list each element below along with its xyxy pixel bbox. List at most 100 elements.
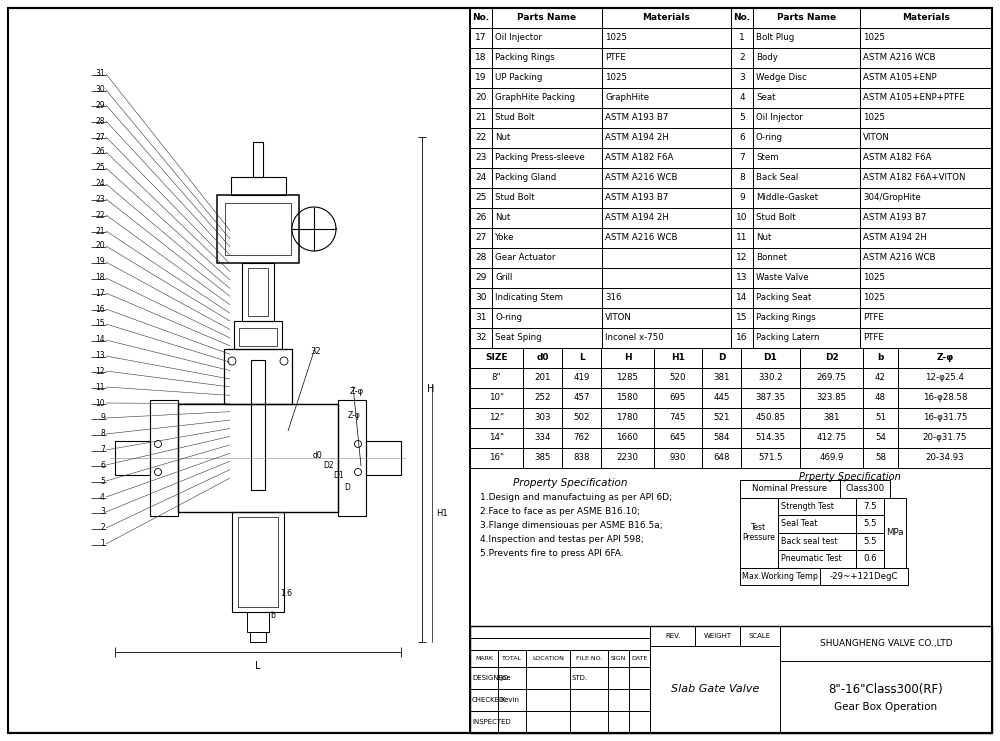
Bar [856, 533, 884, 550]
Bar [731, 328, 753, 348]
Text: ASTM A216 WCB: ASTM A216 WCB [863, 53, 936, 62]
Text: 303: 303 [534, 413, 551, 422]
Text: 29: 29 [475, 273, 487, 282]
Bar [523, 428, 562, 448]
Text: 54: 54 [875, 433, 886, 442]
Bar [731, 68, 753, 88]
Bar [492, 288, 602, 308]
Text: 1025: 1025 [605, 33, 627, 42]
Text: 48: 48 [875, 393, 886, 402]
Text: 316: 316 [605, 293, 622, 302]
Bar [654, 368, 702, 388]
Bar [702, 368, 741, 388]
Text: ASTM A194 2H: ASTM A194 2H [605, 133, 669, 142]
Bar [731, 168, 753, 188]
Text: 18: 18 [96, 273, 105, 282]
Bar [602, 48, 731, 68]
Text: 1025: 1025 [863, 33, 885, 42]
Text: 27: 27 [95, 133, 105, 142]
Bar [856, 550, 884, 568]
Bar [470, 348, 523, 368]
Bar [654, 408, 702, 428]
Bar [860, 208, 992, 228]
Bar [602, 28, 731, 48]
Text: 20-φ31.75: 20-φ31.75 [923, 433, 967, 442]
Bar [740, 480, 890, 497]
Bar [860, 8, 992, 28]
Bar [470, 168, 492, 188]
Text: 12: 12 [736, 253, 748, 262]
Bar [492, 68, 602, 88]
Bar [562, 388, 601, 408]
Bar [602, 128, 731, 148]
Text: VITON: VITON [605, 313, 632, 322]
Bar [753, 48, 860, 68]
Text: 14: 14 [95, 336, 105, 345]
Text: Test
Pressure: Test Pressure [743, 523, 775, 542]
Bar [562, 428, 601, 448]
Text: Seat Sping: Seat Sping [495, 333, 542, 342]
Text: 412.75: 412.75 [816, 433, 847, 442]
Bar [238, 517, 278, 607]
Text: 24: 24 [475, 173, 487, 182]
Bar [523, 368, 562, 388]
Text: 27: 27 [475, 233, 487, 242]
Text: O-ring: O-ring [756, 133, 783, 142]
Bar [753, 128, 860, 148]
Text: 31: 31 [95, 70, 105, 79]
Text: 520: 520 [670, 373, 686, 382]
Bar [740, 497, 778, 568]
Text: Property Specification: Property Specification [513, 478, 627, 488]
Bar [470, 626, 992, 733]
Bar [778, 497, 856, 515]
Text: Materials: Materials [643, 13, 690, 22]
Text: Stud Bolt: Stud Bolt [495, 193, 535, 202]
Text: 645: 645 [670, 433, 686, 442]
Bar [860, 128, 992, 148]
Bar [602, 8, 731, 28]
Text: 24: 24 [95, 179, 105, 188]
Text: ASTM A105+ENP+PTFE: ASTM A105+ENP+PTFE [863, 93, 965, 102]
Text: 8: 8 [100, 430, 105, 439]
Text: 14": 14" [489, 433, 504, 442]
Text: ASTM A194 2H: ASTM A194 2H [863, 233, 927, 242]
Bar [860, 328, 992, 348]
Text: 3: 3 [739, 73, 745, 82]
Bar [115, 441, 150, 475]
Text: ASTM A182 F6A+VITON: ASTM A182 F6A+VITON [863, 173, 966, 182]
Bar [898, 448, 992, 468]
Bar [217, 195, 299, 263]
Bar [602, 248, 731, 268]
Text: Nut: Nut [495, 213, 510, 222]
Bar [492, 208, 602, 228]
Text: ASTM A193 B7: ASTM A193 B7 [863, 213, 926, 222]
Bar [731, 128, 753, 148]
Text: 695: 695 [670, 393, 686, 402]
Bar [492, 228, 602, 248]
Text: 201: 201 [534, 373, 551, 382]
Text: 16": 16" [489, 453, 504, 462]
Text: 2.Face to face as per ASME B16.10;: 2.Face to face as per ASME B16.10; [480, 507, 640, 516]
Text: DATE: DATE [631, 656, 648, 661]
Bar [470, 308, 492, 328]
Text: 10": 10" [489, 393, 504, 402]
Text: 457: 457 [573, 393, 590, 402]
Text: Gear Actuator: Gear Actuator [495, 253, 555, 262]
Bar [741, 428, 800, 448]
Text: Prperty Specification: Prperty Specification [799, 472, 901, 482]
Text: Bolt Plug: Bolt Plug [756, 33, 794, 42]
Bar [470, 228, 492, 248]
Bar [753, 28, 860, 48]
Text: 323.85: 323.85 [816, 393, 847, 402]
Text: 10: 10 [95, 399, 105, 408]
Text: Waste Valve: Waste Valve [756, 273, 809, 282]
Bar [470, 428, 523, 448]
Text: 19: 19 [95, 258, 105, 267]
Bar [562, 348, 601, 368]
Bar [753, 288, 860, 308]
Text: 12": 12" [489, 413, 504, 422]
Text: DESIGNED: DESIGNED [472, 675, 508, 681]
Text: 8: 8 [739, 173, 745, 182]
Bar [470, 711, 650, 733]
Text: 22: 22 [96, 210, 105, 219]
